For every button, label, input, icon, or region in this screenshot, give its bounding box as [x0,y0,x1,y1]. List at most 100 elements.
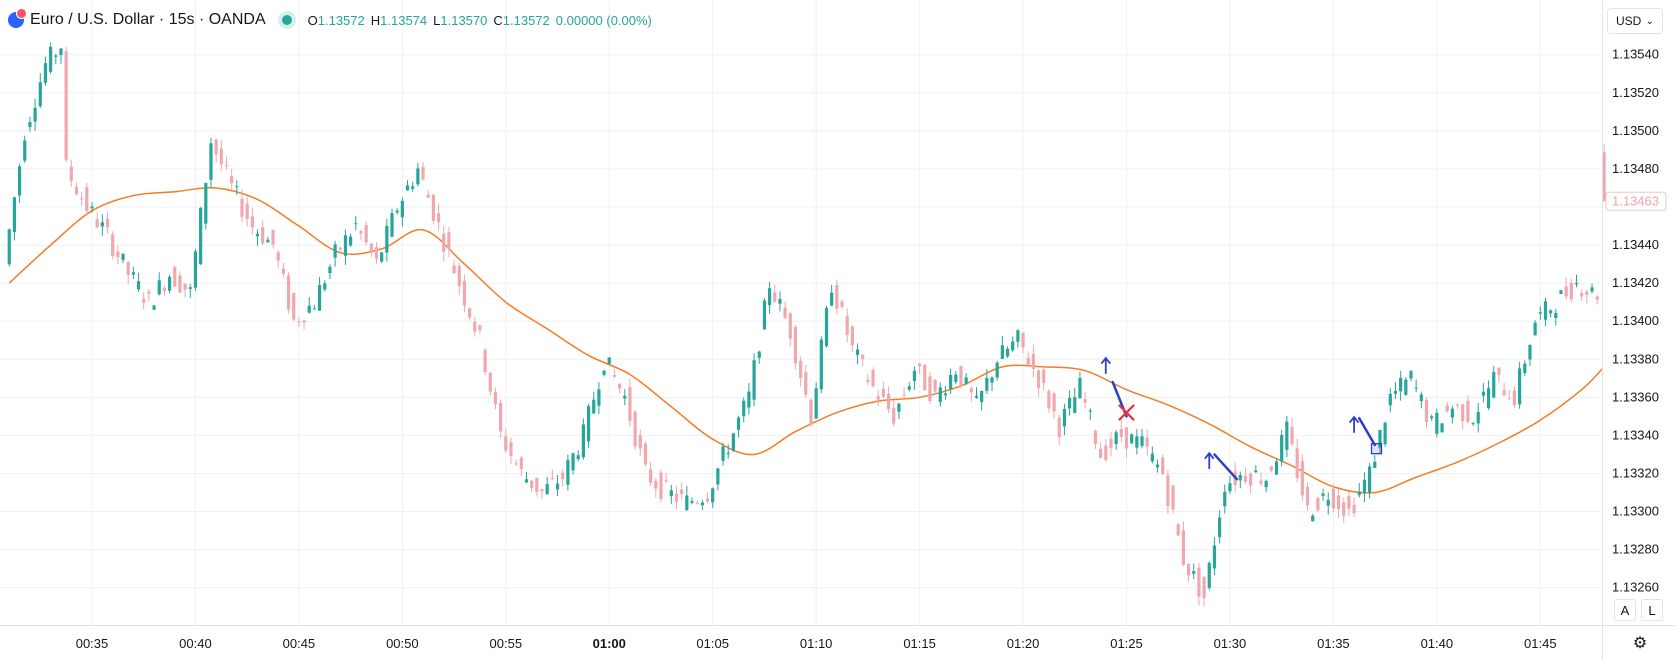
candle-body [804,372,808,395]
candle-body [369,243,373,254]
candle-body [116,251,120,258]
candle-body [374,247,379,259]
candle-body [204,182,208,224]
candle-body [607,357,611,364]
candle-body [54,55,58,57]
candle-body [571,453,575,471]
currency-value: USD [1616,14,1642,28]
candle-body [111,234,115,256]
candle-body [224,165,229,167]
candle-body [1368,466,1372,493]
candle-body [897,403,901,412]
candle-body [1574,282,1579,285]
candle-body [762,300,767,330]
candle-body [1238,474,1242,481]
candle-body [276,252,280,261]
arrow-up-icon[interactable] [1204,451,1215,470]
candle-body [142,298,146,303]
candle-body [473,321,477,332]
candle-body [405,185,410,191]
candle-body [1300,461,1304,496]
candle-body [514,463,518,465]
candle-body [1336,495,1341,510]
candle-body [292,293,296,320]
candle-body [1481,391,1486,396]
candle-body [209,143,213,180]
trend-line[interactable] [1358,417,1377,447]
candle-body [1528,344,1532,360]
candle-body [364,225,368,243]
price-tick-label: 1.13500 [1612,123,1659,138]
log-scale-button[interactable]: L [1641,599,1663,621]
candle-body [1135,436,1139,448]
candle-body [1419,394,1423,402]
candle-body [1155,464,1160,468]
candle-body [980,390,984,403]
candle-body [447,232,451,249]
candle-body [519,457,523,470]
candle-body [483,349,487,373]
candle-body [1269,466,1273,471]
symbol-title[interactable]: Euro / U.S. Dollar · 15s · OANDA [30,11,266,28]
candle-body [669,490,673,497]
candle-body [1569,282,1573,300]
candle-body [173,266,177,287]
candle-body [757,351,761,358]
candle-body [902,394,906,396]
candle-body [881,388,885,397]
price-tick-label: 1.13520 [1612,85,1659,100]
candle-body [1523,363,1527,374]
candle-body [59,48,63,55]
candle-body [302,320,306,323]
candle-body [1295,448,1299,478]
candle-body [1099,448,1103,459]
candle-body [1580,293,1584,297]
candle-body [1466,400,1470,422]
price-tick-label: 1.13360 [1612,389,1659,404]
arrow-up-icon[interactable] [1100,356,1111,374]
candle-body [100,222,104,227]
candle-body [1140,436,1144,446]
candle-body [949,374,953,389]
candle-body [581,424,585,458]
candle-body [1399,377,1403,392]
candle-body [778,299,782,304]
candle-body [1440,423,1444,433]
auto-scale-button[interactable]: A [1614,599,1636,621]
symbol-legend[interactable]: Euro / U.S. Dollar · 15s · OANDA O1.1357… [8,8,652,32]
candle-body [550,478,554,480]
candle-body [442,233,446,252]
candle-body [1218,517,1222,538]
currency-select[interactable]: USD ⌄ [1607,8,1663,34]
drawings[interactable] [1100,356,1383,481]
cross-marker-icon[interactable] [1118,404,1135,421]
candle-body [1518,368,1522,405]
candle-body [1559,290,1563,294]
candle-body [886,393,891,410]
candle-body [64,51,68,161]
ohlc-values: O1.13572 H1.13574 L1.13570 C1.13572 0.00… [308,13,652,28]
arrow-up-icon[interactable] [1349,415,1359,433]
candle-body [602,370,606,375]
candle-body [74,186,79,195]
candle-body [1192,571,1196,574]
gear-icon[interactable]: ⚙ [1632,635,1648,652]
candle-body [1202,576,1206,599]
candle-body [1476,411,1480,424]
candle-body [1088,410,1092,412]
market-status-icon[interactable] [281,15,292,25]
candle-body [12,197,17,233]
candle-body [462,280,467,306]
square-marker-icon[interactable] [1370,443,1383,455]
candle-body [131,272,135,275]
candle-body [799,360,803,378]
candle-body [1011,341,1015,351]
candle-body [380,252,384,262]
trend-line[interactable] [1213,453,1239,481]
candle-body [245,203,249,219]
candle-body [705,498,710,502]
candle-body [266,239,270,243]
candle-body [338,247,342,250]
candle-body [1016,330,1020,342]
